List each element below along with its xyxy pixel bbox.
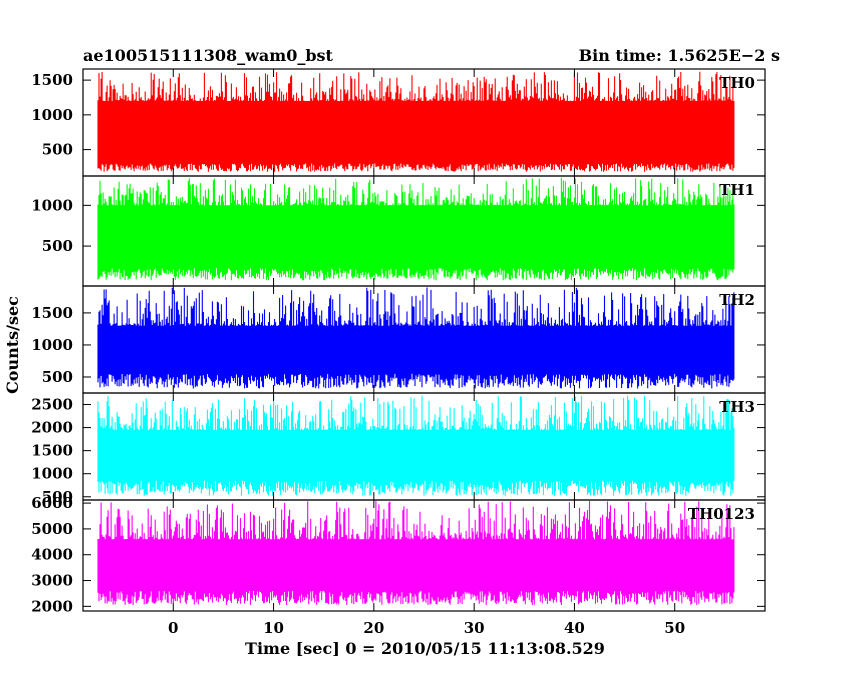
ytick-label-th0123: 6000 (31, 494, 73, 512)
chart-title: ae100515111308_wam0_bst (83, 46, 334, 65)
ytick-label-th1: 1000 (31, 196, 73, 214)
channel-label-th3: TH3 (719, 398, 755, 416)
ytick-label-th2: 500 (42, 368, 73, 386)
ytick-label-th0123: 2000 (31, 597, 73, 615)
bin-time-label: Bin time: 1.5625E−2 s (579, 46, 780, 65)
ytick-label-th0123: 5000 (31, 520, 73, 538)
ytick-label-th2: 1000 (31, 336, 73, 354)
series-th1 (97, 177, 735, 281)
ytick-label-th3: 2500 (31, 396, 73, 414)
channel-label-th0: TH0 (719, 74, 755, 92)
ytick-label-th3: 1500 (31, 442, 73, 460)
panel-frame-th0123 (82, 499, 766, 612)
y-axis-label: Counts/sec (3, 296, 22, 394)
series-th3 (97, 395, 735, 496)
ytick-label-th3: 2000 (31, 419, 73, 437)
xtick-label: 20 (363, 619, 384, 637)
series-th2 (97, 287, 735, 389)
xtick-label: 50 (664, 619, 685, 637)
ytick-label-th0: 1500 (31, 71, 73, 89)
ytick-label-th0: 1000 (31, 106, 73, 124)
ytick-label-th0123: 4000 (31, 546, 73, 564)
series-th0123 (97, 501, 735, 605)
ytick-label-th3: 500 (42, 488, 73, 506)
xtick-label: 0 (168, 619, 178, 637)
series-th0 (97, 71, 735, 172)
channel-label-th2: TH2 (719, 291, 755, 309)
x-axis-label: Time [sec] 0 = 2010/05/15 11:13:08.529 (245, 639, 605, 658)
ytick-label-th0: 500 (42, 141, 73, 159)
ytick-label-th3: 1000 (31, 465, 73, 483)
xtick-label: 10 (263, 619, 284, 637)
ytick-label-th0123: 3000 (31, 572, 73, 590)
channel-label-th1: TH1 (719, 181, 755, 199)
channel-label-th0123: TH0123 (688, 505, 755, 523)
ytick-label-th1: 500 (42, 237, 73, 255)
xtick-label: 40 (564, 619, 585, 637)
ytick-label-th2: 1500 (31, 304, 73, 322)
xtick-label: 30 (464, 619, 485, 637)
